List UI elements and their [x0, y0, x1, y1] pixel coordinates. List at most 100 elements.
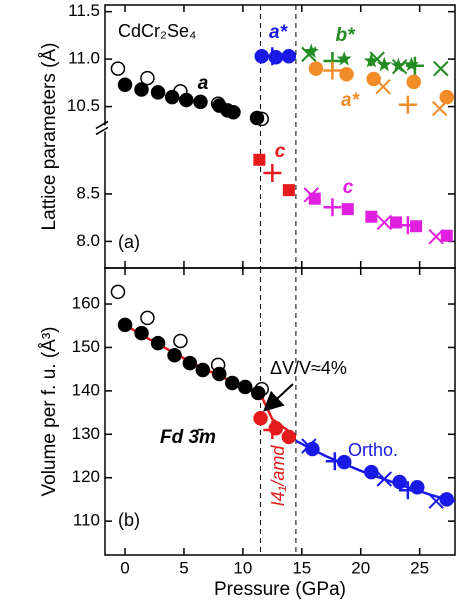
- data-point: [431, 100, 448, 117]
- y-tick-label: 110: [73, 511, 100, 530]
- data-point: [303, 187, 319, 203]
- annotation: (a): [118, 232, 140, 252]
- data-point: [140, 70, 155, 86]
- data-point: [405, 56, 424, 75]
- data-point: [212, 366, 227, 382]
- data-point: [363, 53, 379, 68]
- x-tick-label: 15: [292, 558, 311, 577]
- data-point: [323, 61, 342, 80]
- annotation: a: [198, 73, 209, 94]
- data-point: [301, 46, 317, 63]
- data-point: [263, 420, 282, 439]
- fit-line: [295, 439, 456, 503]
- data-point: [428, 493, 444, 509]
- data-point: [110, 61, 126, 76]
- data-point: [390, 216, 403, 229]
- y-tick-label: 140: [72, 380, 100, 399]
- annotation: ΔV/V≈4%: [270, 358, 347, 378]
- plot-frame: [104, 267, 456, 556]
- data-point: [376, 214, 393, 231]
- data-point: [134, 325, 149, 341]
- data-point: [403, 56, 419, 72]
- data-point: [391, 59, 408, 75]
- y-axis-label: Lattice parameters (Å): [39, 43, 60, 231]
- data-point: [323, 198, 342, 217]
- data-point: [301, 438, 317, 454]
- annotation-arrow: [263, 383, 294, 412]
- data-point: [173, 333, 188, 349]
- annotation: a*: [341, 90, 361, 111]
- data-point: [140, 310, 155, 326]
- data-point: [281, 429, 297, 445]
- data-point: [325, 452, 344, 471]
- annotation: I4₁/amd: [268, 445, 288, 507]
- data-point: [281, 49, 297, 64]
- data-point: [117, 77, 133, 93]
- annotation: a*: [269, 22, 289, 43]
- data-point: [182, 355, 198, 371]
- data-point: [167, 348, 182, 363]
- data-point: [376, 56, 392, 72]
- data-point: [134, 82, 149, 97]
- data-point: [250, 385, 266, 401]
- data-point: [237, 379, 253, 395]
- data-point: [366, 71, 381, 87]
- data-point: [398, 216, 417, 235]
- y-tick-label: 160: [72, 294, 100, 313]
- axis-break: [95, 120, 109, 136]
- data-point: [376, 471, 393, 487]
- data-point: [253, 410, 268, 426]
- data-point: [410, 480, 425, 495]
- annotation: Fd 3̄m: [160, 427, 216, 448]
- x-tick-label: 10: [233, 558, 252, 577]
- data-point: [341, 203, 354, 216]
- y-tick-label: 8.0: [76, 231, 100, 250]
- data-point: [150, 85, 166, 100]
- x-tick-label: 5: [179, 558, 188, 577]
- data-point: [225, 375, 240, 391]
- data-point: [282, 184, 295, 197]
- y-tick-label: 150: [72, 337, 100, 356]
- x-tick-label: 20: [351, 558, 370, 577]
- data-point: [150, 335, 166, 351]
- data-point: [440, 229, 453, 242]
- data-point: [308, 61, 324, 76]
- data-point: [195, 362, 211, 378]
- annotation: Ortho.: [348, 440, 398, 460]
- data-point: [336, 51, 352, 66]
- data-point: [179, 92, 194, 108]
- y-tick-label: 11.0: [68, 49, 100, 68]
- data-point: [392, 474, 407, 490]
- annotation: (b): [118, 510, 140, 530]
- data-point: [365, 210, 378, 223]
- data-point: [439, 492, 455, 507]
- data-point: [117, 317, 133, 333]
- annotation: c: [343, 177, 354, 198]
- data-point: [433, 60, 449, 77]
- data-point: [193, 94, 208, 110]
- data-point: [226, 105, 241, 120]
- data-point: [339, 67, 354, 82]
- plot-frame: [104, 4, 456, 269]
- data-point: [263, 47, 282, 66]
- x-tick-label: 25: [410, 558, 429, 577]
- data-point: [263, 164, 282, 183]
- y-tick-label: 130: [72, 424, 100, 443]
- y-axis-label: Volume per f. u. (Å³): [39, 326, 60, 496]
- data-point: [249, 110, 265, 126]
- y-tick-label: 120: [72, 467, 100, 486]
- annotation: b*: [336, 25, 357, 46]
- x-axis-label: Pressure (GPa): [214, 579, 346, 600]
- data-point: [406, 74, 422, 90]
- data-point: [439, 89, 455, 105]
- x-tick-label: 0: [120, 558, 129, 577]
- y-tick-label: 11.5: [68, 1, 100, 20]
- data-point: [110, 284, 126, 300]
- data-point: [428, 228, 444, 245]
- fit-line: [124, 323, 297, 438]
- data-point: [398, 95, 417, 114]
- y-tick-label: 10.5: [67, 96, 100, 115]
- data-point: [364, 464, 379, 480]
- annotation: CdCr₂Se₄: [118, 21, 196, 41]
